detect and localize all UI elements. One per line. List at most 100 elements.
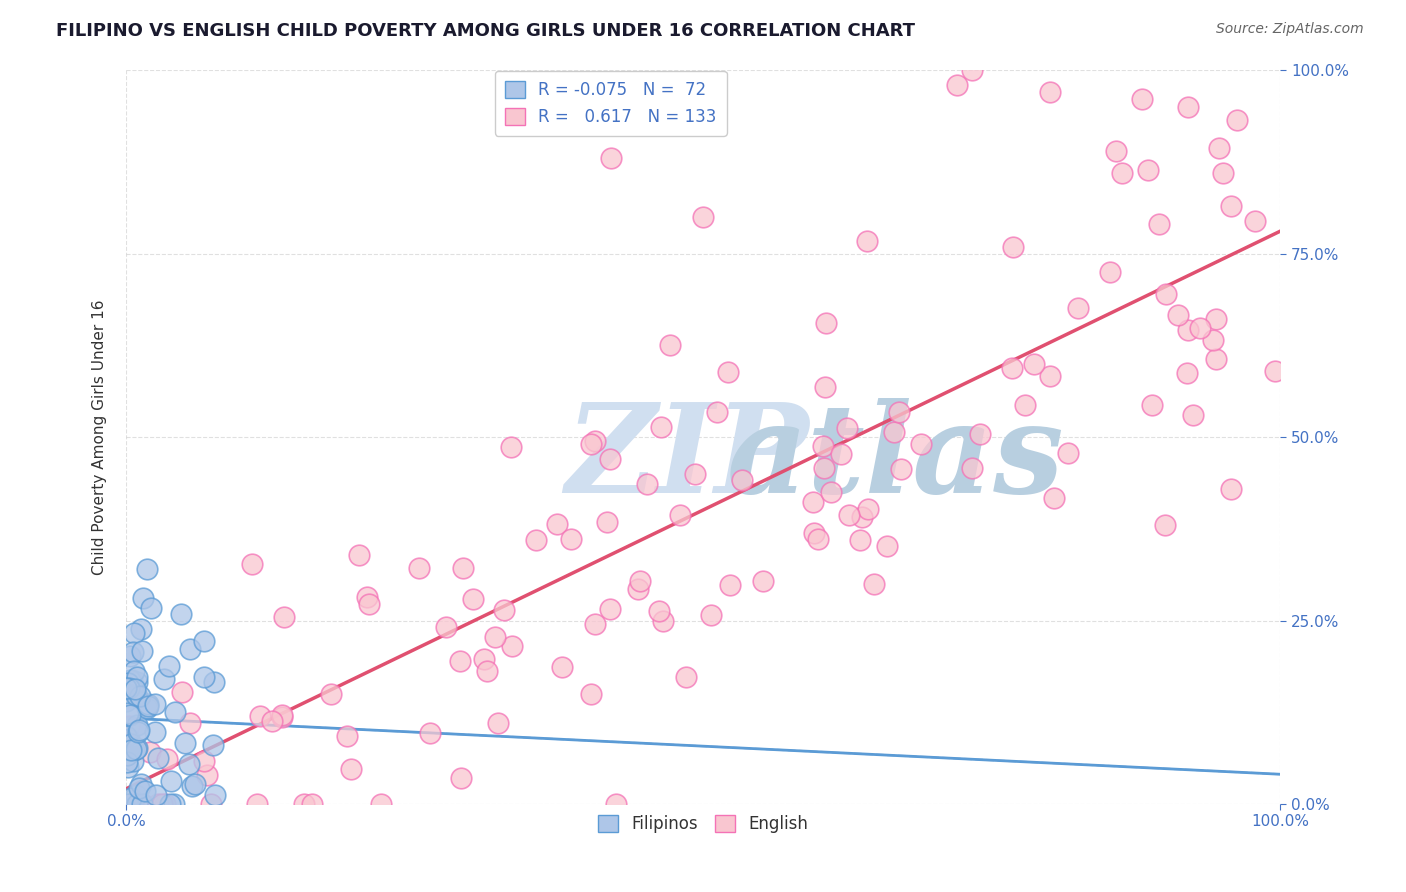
Point bbox=[143, 725, 166, 739]
Point bbox=[1014, 398, 1036, 412]
Point bbox=[801, 494, 824, 508]
Point bbox=[246, 797, 269, 811]
Point bbox=[136, 562, 159, 576]
Point bbox=[811, 439, 834, 453]
Point bbox=[115, 694, 138, 708]
Point bbox=[585, 434, 607, 448]
Point bbox=[131, 777, 153, 791]
Point bbox=[143, 697, 166, 711]
Point bbox=[675, 670, 697, 684]
Point bbox=[128, 723, 150, 737]
Point bbox=[599, 601, 621, 615]
Point bbox=[170, 685, 193, 699]
Point bbox=[127, 725, 149, 739]
Point bbox=[319, 687, 342, 701]
Point bbox=[136, 698, 159, 713]
Point bbox=[242, 557, 264, 571]
Point bbox=[717, 365, 740, 379]
Point bbox=[501, 639, 523, 653]
Point bbox=[835, 420, 858, 434]
Point bbox=[273, 610, 295, 624]
Point bbox=[118, 673, 141, 687]
Point bbox=[153, 672, 176, 686]
Point bbox=[125, 718, 148, 732]
Point bbox=[146, 751, 169, 765]
Point bbox=[122, 664, 145, 678]
Point bbox=[370, 797, 392, 811]
Point bbox=[157, 658, 180, 673]
Point bbox=[127, 741, 149, 756]
Point bbox=[627, 582, 650, 596]
Point bbox=[163, 797, 186, 811]
Point bbox=[669, 508, 692, 523]
Point bbox=[148, 797, 170, 811]
Point bbox=[128, 780, 150, 795]
Point bbox=[136, 697, 159, 711]
Legend: Filipinos, English: Filipinos, English bbox=[592, 808, 815, 839]
Point bbox=[124, 681, 146, 696]
Point bbox=[117, 739, 139, 754]
Point bbox=[117, 706, 139, 720]
Text: Source: ZipAtlas.com: Source: ZipAtlas.com bbox=[1216, 22, 1364, 37]
Point bbox=[163, 706, 186, 720]
Text: ZIP: ZIP bbox=[565, 399, 808, 520]
Point bbox=[524, 533, 547, 547]
Point bbox=[890, 462, 912, 476]
Point bbox=[659, 337, 682, 351]
Point bbox=[359, 597, 381, 611]
Point bbox=[579, 437, 602, 451]
Point bbox=[202, 738, 225, 752]
Point bbox=[117, 755, 139, 769]
Point bbox=[863, 576, 886, 591]
Point bbox=[118, 681, 141, 695]
Point bbox=[434, 620, 457, 634]
Point bbox=[1099, 265, 1122, 279]
Point bbox=[1057, 446, 1080, 460]
Point bbox=[122, 797, 145, 811]
Point bbox=[450, 772, 472, 786]
Point bbox=[260, 714, 283, 728]
Point bbox=[1205, 312, 1227, 326]
Point bbox=[910, 437, 932, 451]
Point bbox=[1189, 320, 1212, 334]
Point bbox=[120, 743, 142, 757]
Point bbox=[134, 784, 156, 798]
Point bbox=[193, 754, 215, 768]
Point bbox=[475, 664, 498, 678]
Point bbox=[419, 726, 441, 740]
Point bbox=[1147, 217, 1170, 231]
Point bbox=[115, 681, 138, 695]
Point bbox=[1219, 483, 1241, 497]
Point bbox=[683, 467, 706, 481]
Point bbox=[118, 731, 141, 746]
Point bbox=[193, 669, 215, 683]
Point bbox=[193, 633, 215, 648]
Point bbox=[336, 729, 359, 743]
Point bbox=[179, 716, 201, 731]
Point bbox=[139, 601, 162, 615]
Point bbox=[136, 701, 159, 715]
Point bbox=[1177, 323, 1199, 337]
Point bbox=[731, 473, 754, 487]
Point bbox=[851, 510, 873, 524]
Point bbox=[1039, 369, 1062, 384]
Point bbox=[706, 405, 728, 419]
Text: atlas: atlas bbox=[727, 399, 1064, 520]
Point bbox=[129, 622, 152, 636]
Point bbox=[484, 631, 506, 645]
Point bbox=[170, 607, 193, 622]
Point bbox=[117, 676, 139, 690]
Point bbox=[889, 405, 911, 419]
Point bbox=[1001, 361, 1024, 376]
Point bbox=[752, 574, 775, 588]
Point bbox=[648, 604, 671, 618]
Y-axis label: Child Poverty Among Girls Under 16: Child Poverty Among Girls Under 16 bbox=[93, 300, 107, 574]
Point bbox=[1042, 491, 1064, 505]
Point bbox=[579, 687, 602, 701]
Point bbox=[1167, 308, 1189, 322]
Point bbox=[546, 517, 568, 532]
Point bbox=[180, 779, 202, 793]
Point bbox=[153, 797, 176, 811]
Point bbox=[139, 746, 162, 760]
Point bbox=[849, 533, 872, 548]
